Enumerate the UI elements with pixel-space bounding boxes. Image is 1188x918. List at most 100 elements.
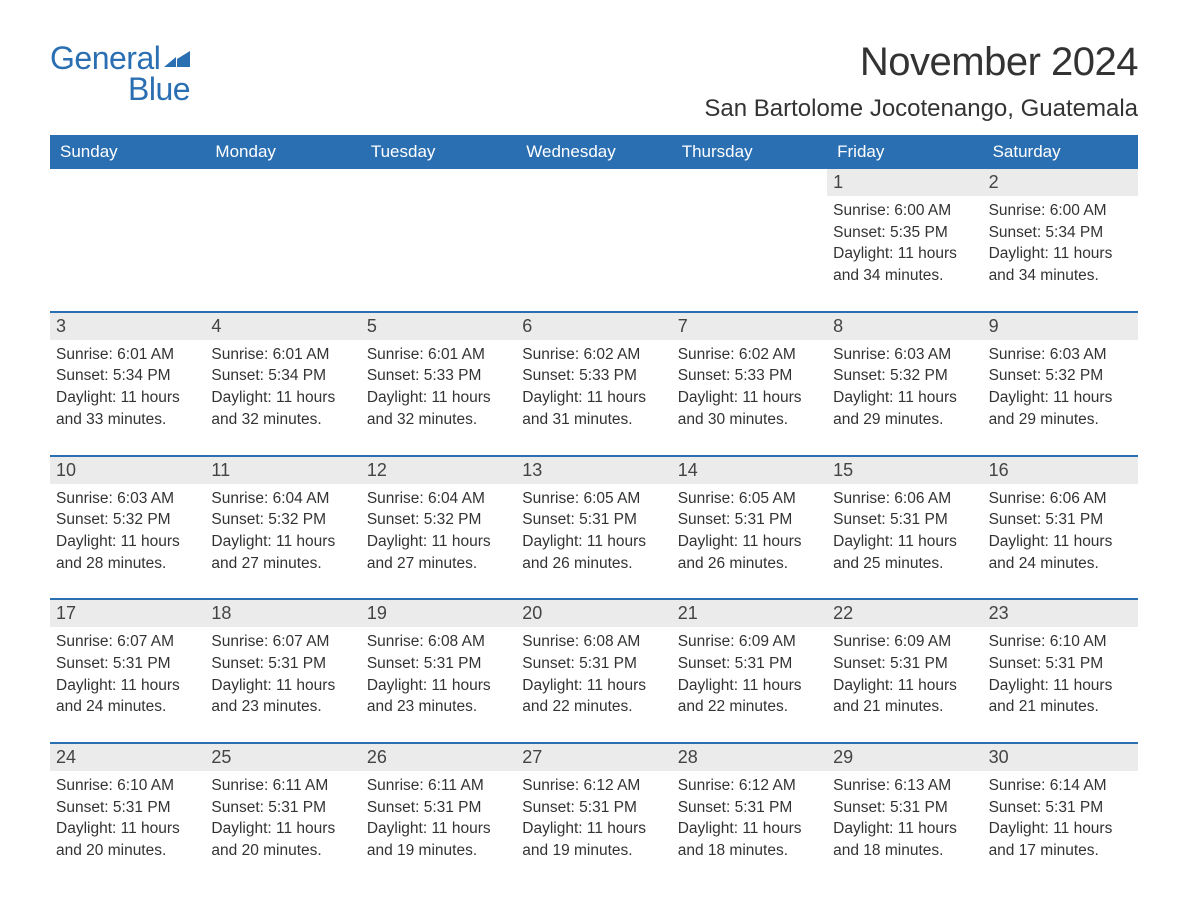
daylight2-text: and 22 minutes. bbox=[678, 696, 821, 718]
daylight2-text: and 21 minutes. bbox=[833, 696, 976, 718]
daylight2-text: and 32 minutes. bbox=[211, 409, 354, 431]
daylight1-text: Daylight: 11 hours bbox=[989, 531, 1132, 553]
daylight1-text: Daylight: 11 hours bbox=[989, 675, 1132, 697]
day-number: 11 bbox=[205, 457, 360, 484]
day-number: 30 bbox=[983, 744, 1138, 771]
daylight2-text: and 29 minutes. bbox=[989, 409, 1132, 431]
sunrise-text: Sunrise: 6:12 AM bbox=[678, 775, 821, 797]
day-cell: . bbox=[205, 169, 360, 297]
sunrise-text: Sunrise: 6:12 AM bbox=[522, 775, 665, 797]
daylight2-text: and 19 minutes. bbox=[522, 840, 665, 862]
day-number: 8 bbox=[827, 313, 982, 340]
sunrise-text: Sunrise: 6:04 AM bbox=[367, 488, 510, 510]
day-number: 9 bbox=[983, 313, 1138, 340]
sunrise-text: Sunrise: 6:02 AM bbox=[522, 344, 665, 366]
sunset-text: Sunset: 5:32 PM bbox=[56, 509, 199, 531]
day-number: 1 bbox=[827, 169, 982, 196]
sunrise-text: Sunrise: 6:11 AM bbox=[211, 775, 354, 797]
day-header-thursday: Thursday bbox=[672, 135, 827, 169]
daylight1-text: Daylight: 11 hours bbox=[989, 818, 1132, 840]
day-number: 17 bbox=[50, 600, 205, 627]
day-cell: 20 Sunrise: 6:08 AMSunset: 5:31 PMDayligh… bbox=[516, 600, 671, 728]
day-number: 4 bbox=[205, 313, 360, 340]
day-cell: 28Sunrise: 6:12 AMSunset: 5:31 PMDayligh… bbox=[672, 744, 827, 872]
sunset-text: Sunset: 5:31 PM bbox=[367, 797, 510, 819]
sunrise-text: Sunrise: 6:06 AM bbox=[989, 488, 1132, 510]
daylight1-text: Daylight: 11 hours bbox=[367, 818, 510, 840]
daylight1-text: Daylight: 11 hours bbox=[367, 531, 510, 553]
sunset-text: Sunset: 5:31 PM bbox=[678, 797, 821, 819]
sunset-text: Sunset: 5:31 PM bbox=[989, 653, 1132, 675]
sunset-text: Sunset: 5:31 PM bbox=[522, 653, 665, 675]
sunrise-text: Sunrise: 6:11 AM bbox=[367, 775, 510, 797]
day-cell: 15Sunrise: 6:06 AMSunset: 5:31 PMDayligh… bbox=[827, 457, 982, 585]
day-number: 27 bbox=[516, 744, 671, 771]
day-cell: 29Sunrise: 6:13 AMSunset: 5:31 PMDayligh… bbox=[827, 744, 982, 872]
sunset-text: Sunset: 5:31 PM bbox=[678, 653, 821, 675]
day-header-saturday: Saturday bbox=[983, 135, 1138, 169]
day-number: 15 bbox=[827, 457, 982, 484]
week-row: .....1Sunrise: 6:00 AMSunset: 5:35 PMDay… bbox=[50, 169, 1138, 297]
daylight1-text: Daylight: 11 hours bbox=[678, 387, 821, 409]
day-cell: 3Sunrise: 6:01 AMSunset: 5:34 PMDaylight… bbox=[50, 313, 205, 441]
daylight2-text: and 20 minutes. bbox=[211, 840, 354, 862]
day-number: 19 bbox=[361, 600, 516, 627]
sunset-text: Sunset: 5:34 PM bbox=[989, 222, 1132, 244]
sunrise-text: Sunrise: 6:01 AM bbox=[211, 344, 354, 366]
sunset-text: Sunset: 5:33 PM bbox=[678, 365, 821, 387]
sunrise-text: Sunrise: 6:09 AM bbox=[833, 631, 976, 653]
sunrise-text: Sunrise: 6:08 AM bbox=[522, 631, 665, 653]
day-cell: 13Sunrise: 6:05 AMSunset: 5:31 PMDayligh… bbox=[516, 457, 671, 585]
daylight2-text: and 29 minutes. bbox=[833, 409, 976, 431]
sunrise-text: Sunrise: 6:10 AM bbox=[989, 631, 1132, 653]
daylight1-text: Daylight: 11 hours bbox=[211, 818, 354, 840]
sunrise-text: Sunrise: 6:14 AM bbox=[989, 775, 1132, 797]
day-number: 2 bbox=[983, 169, 1138, 196]
day-number: 5 bbox=[361, 313, 516, 340]
daylight1-text: Daylight: 11 hours bbox=[833, 818, 976, 840]
sunset-text: Sunset: 5:33 PM bbox=[367, 365, 510, 387]
day-number: 20 bbox=[516, 600, 671, 627]
sunset-text: Sunset: 5:31 PM bbox=[56, 653, 199, 675]
day-number: 12 bbox=[361, 457, 516, 484]
daylight2-text: and 22 minutes. bbox=[522, 696, 665, 718]
day-cell: 25Sunrise: 6:11 AMSunset: 5:31 PMDayligh… bbox=[205, 744, 360, 872]
daylight1-text: Daylight: 11 hours bbox=[367, 387, 510, 409]
daylight2-text: and 27 minutes. bbox=[367, 553, 510, 575]
day-header-row: Sunday Monday Tuesday Wednesday Thursday… bbox=[50, 135, 1138, 169]
daylight2-text: and 26 minutes. bbox=[522, 553, 665, 575]
week-row: 10Sunrise: 6:03 AMSunset: 5:32 PMDayligh… bbox=[50, 455, 1138, 585]
day-number: 14 bbox=[672, 457, 827, 484]
daylight2-text: and 18 minutes. bbox=[678, 840, 821, 862]
day-cell: 10Sunrise: 6:03 AMSunset: 5:32 PMDayligh… bbox=[50, 457, 205, 585]
day-cell: 18Sunrise: 6:07 AMSunset: 5:31 PMDayligh… bbox=[205, 600, 360, 728]
sunset-text: Sunset: 5:31 PM bbox=[211, 653, 354, 675]
daylight2-text: and 26 minutes. bbox=[678, 553, 821, 575]
sunrise-text: Sunrise: 6:07 AM bbox=[211, 631, 354, 653]
day-cell: . bbox=[672, 169, 827, 297]
sunrise-text: Sunrise: 6:05 AM bbox=[522, 488, 665, 510]
day-cell: 6Sunrise: 6:02 AMSunset: 5:33 PMDaylight… bbox=[516, 313, 671, 441]
day-cell: 26Sunrise: 6:11 AMSunset: 5:31 PMDayligh… bbox=[361, 744, 516, 872]
week-row: 3Sunrise: 6:01 AMSunset: 5:34 PMDaylight… bbox=[50, 311, 1138, 441]
day-number: 23 bbox=[983, 600, 1138, 627]
sunset-text: Sunset: 5:31 PM bbox=[678, 509, 821, 531]
day-cell: 19Sunrise: 6:08 AMSunset: 5:31 PMDayligh… bbox=[361, 600, 516, 728]
sunrise-text: Sunrise: 6:05 AM bbox=[678, 488, 821, 510]
day-number: 10 bbox=[50, 457, 205, 484]
daylight1-text: Daylight: 11 hours bbox=[211, 531, 354, 553]
day-cell: 30 Sunrise: 6:14 AMSunset: 5:31 PMDayligh… bbox=[983, 744, 1138, 872]
sunset-text: Sunset: 5:31 PM bbox=[522, 797, 665, 819]
day-number: 13 bbox=[516, 457, 671, 484]
logo: General Blue bbox=[50, 40, 190, 108]
header: General Blue November 2024 San Bartolome… bbox=[50, 40, 1138, 123]
daylight1-text: Daylight: 11 hours bbox=[522, 675, 665, 697]
sunset-text: Sunset: 5:31 PM bbox=[989, 797, 1132, 819]
calendar: Sunday Monday Tuesday Wednesday Thursday… bbox=[50, 135, 1138, 872]
title-block: November 2024 San Bartolome Jocotenango,… bbox=[704, 40, 1138, 123]
sunrise-text: Sunrise: 6:00 AM bbox=[989, 200, 1132, 222]
day-cell: 9Sunrise: 6:03 AMSunset: 5:32 PMDaylight… bbox=[983, 313, 1138, 441]
week-row: 24Sunrise: 6:10 AMSunset: 5:31 PMDayligh… bbox=[50, 742, 1138, 872]
location-subtitle: San Bartolome Jocotenango, Guatemala bbox=[704, 95, 1138, 123]
daylight1-text: Daylight: 11 hours bbox=[678, 675, 821, 697]
